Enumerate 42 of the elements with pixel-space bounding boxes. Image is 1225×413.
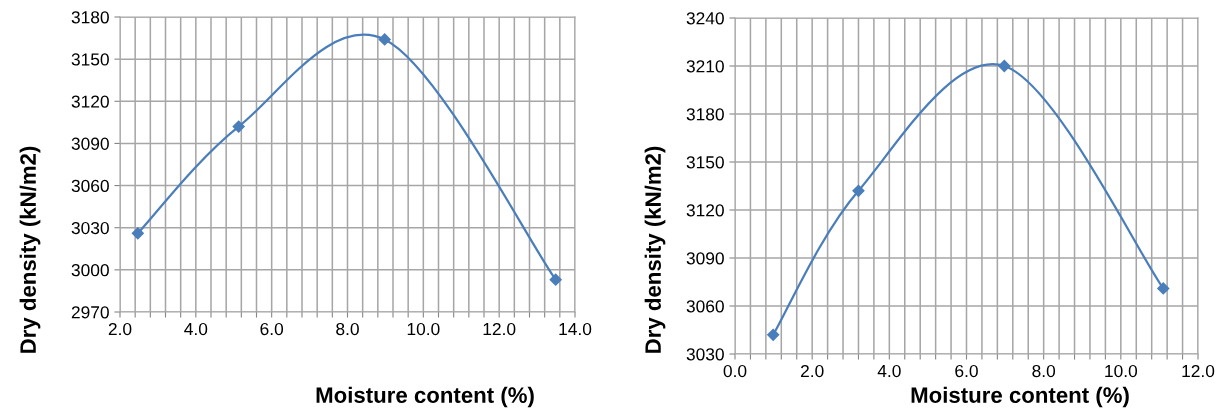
x-tick-label: 2.0 — [800, 364, 824, 378]
y-tick-label: 3150 — [71, 53, 109, 66]
y-tick-label: 3240 — [686, 12, 724, 25]
point — [549, 273, 562, 286]
y-tick-label: 3030 — [71, 221, 109, 235]
point — [852, 184, 865, 197]
y-axis-title: Dry density (kN/m2) — [19, 146, 41, 353]
point — [232, 120, 245, 133]
point — [131, 227, 144, 240]
y-tick-label: 3120 — [686, 204, 724, 217]
y-tick-label: 3060 — [71, 179, 109, 193]
x-tick-label: 6.0 — [260, 322, 284, 336]
x-tick-label: 4.0 — [877, 364, 901, 378]
y-tick-label: 3060 — [686, 300, 724, 313]
x-tick-label: 0.0 — [723, 364, 747, 378]
x-tick-label: 12.0 — [483, 322, 516, 336]
y-tick-label: 3180 — [71, 11, 109, 24]
y-tick-label: 3090 — [71, 137, 109, 150]
point — [378, 33, 391, 46]
x-axis-title: Moisture content (%) — [316, 386, 534, 408]
x-tick-label: 8.0 — [1032, 364, 1056, 378]
x-tick-label: 8.0 — [336, 322, 359, 336]
x-tick-label: 6.0 — [955, 364, 978, 378]
x-tick-label: 10.0 — [1105, 364, 1138, 378]
point — [767, 328, 780, 341]
x-tick-label: 14.0 — [559, 322, 592, 336]
x-tick-label: 10.0 — [407, 322, 440, 336]
y-tick-label: 3120 — [71, 95, 109, 108]
y-tick-label: 3180 — [686, 108, 724, 121]
y-tick-label: 3030 — [686, 348, 724, 361]
y-axis-title: Dry density (kN/m2) — [644, 146, 666, 353]
x-axis-title: Moisture content (%) — [911, 386, 1129, 408]
x-tick-label: 12.0 — [1182, 364, 1215, 378]
point — [1157, 282, 1170, 295]
y-tick-label: 3000 — [71, 264, 109, 277]
y-tick-label: 2970 — [71, 306, 109, 319]
y-tick-label: 3210 — [686, 60, 724, 73]
x-tick-label: 2.0 — [108, 322, 132, 336]
y-tick-label: 3090 — [686, 252, 724, 265]
y-tick-label: 3150 — [686, 156, 724, 169]
x-tick-label: 4.0 — [184, 322, 208, 336]
point — [998, 59, 1011, 73]
